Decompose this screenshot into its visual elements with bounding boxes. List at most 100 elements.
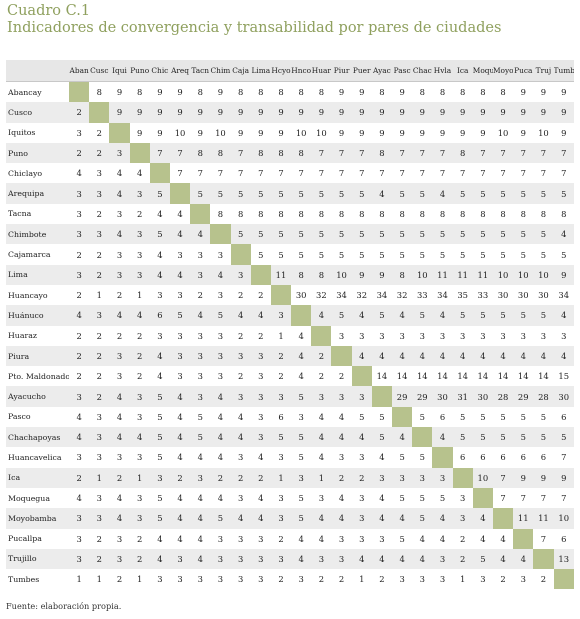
- table-cell: 2: [96, 249, 102, 260]
- table-cell: 4: [250, 508, 271, 529]
- table-row: Chachapoyas 4 3 4 4 5 4 5 4 4 3 5 5 4 4 4 5 4 4 5 5 5 5 5 5: [6, 427, 574, 448]
- table-cell: 8: [439, 208, 446, 219]
- table-row: Iquitos 3 2 9 9 10 9 10 9 9 9 10 10 9 9 9 9 9 9 9 9 10 9 10 9: [6, 122, 574, 143]
- table-cell: 10: [497, 127, 509, 138]
- column-header: Cusc: [89, 60, 110, 82]
- table-cell: 3: [258, 371, 264, 382]
- table-cell: 3: [157, 290, 163, 301]
- table-cell: 4: [472, 345, 493, 367]
- table-cell: 10: [553, 508, 574, 529]
- table-cell: 9: [190, 102, 211, 123]
- table-cell: 5: [210, 305, 231, 326]
- table-cell: 14: [376, 371, 388, 382]
- table-cell: 3: [210, 548, 231, 570]
- table-cell: 3: [520, 330, 526, 341]
- table-cell: 4: [392, 548, 413, 570]
- table-cell: 9: [311, 102, 332, 123]
- table-cell: 9: [278, 127, 284, 138]
- table-cell: 7: [561, 452, 567, 463]
- table-cell: 4: [291, 548, 312, 570]
- table-cell: 4: [116, 168, 123, 179]
- table-cell: 3: [129, 264, 150, 285]
- table-cell: 3: [359, 493, 365, 504]
- table-cell: 5: [412, 305, 433, 326]
- table-cell: 5: [291, 427, 312, 448]
- table-cell: 3: [137, 249, 143, 260]
- table-cell: 10: [538, 127, 549, 138]
- table-cell: 2: [331, 467, 352, 488]
- table-cell: 3: [520, 574, 526, 585]
- table-cell: 3: [258, 533, 264, 544]
- table-cell: 7: [217, 168, 224, 179]
- table-cell: 2: [237, 371, 244, 382]
- table-cell: 2: [137, 371, 143, 382]
- table-cell: 5: [439, 493, 446, 504]
- table-cell: 4: [76, 493, 82, 504]
- table-cell: 7: [533, 142, 554, 164]
- table-cell: 9: [553, 102, 574, 123]
- table-cell: 3: [237, 493, 244, 504]
- table-cell: 5: [392, 224, 413, 245]
- table-cell: 2: [250, 467, 271, 488]
- table-cell: 3: [439, 330, 446, 341]
- table-cell: 3: [129, 386, 150, 407]
- table-cell: 28: [492, 386, 514, 407]
- table-cell: 5: [540, 249, 547, 260]
- table-cell: 2: [116, 574, 123, 585]
- table-cell: 5: [371, 305, 393, 326]
- table-cell: 2: [318, 371, 325, 382]
- table-cell: 2: [197, 290, 203, 301]
- diagonal-cell: [311, 325, 332, 346]
- table-cell: 7: [419, 168, 425, 179]
- table-cell: 3: [137, 493, 143, 504]
- table-cell: 5: [472, 183, 493, 204]
- table-cell: 2: [89, 142, 110, 164]
- table-cell: 5: [439, 249, 446, 260]
- table-row: Arequipa 3 3 4 3 5 5 5 5 5 5 5 5 5 5 4 5 5 4 5 5 5 5 5 5: [6, 183, 574, 204]
- table-cell: 5: [149, 224, 170, 245]
- table-cell: 7: [331, 142, 352, 164]
- table-cell: 4: [129, 305, 150, 326]
- table-cell: 5: [291, 183, 312, 204]
- table-row: Chimbote 3 3 4 3 5 4 4 5 5 5 5 5 5 5 5 5 5 5 5 5 5 5 5 4: [6, 224, 574, 245]
- table-cell: 5: [500, 411, 506, 422]
- row-label: Huancavelica: [8, 452, 62, 462]
- table-cell: 3: [69, 183, 90, 204]
- table-cell: 9: [338, 87, 345, 98]
- column-header: Chic: [149, 60, 170, 82]
- table-cell: 5: [250, 183, 271, 204]
- table-cell: 3: [311, 386, 332, 407]
- diagonal-cell: [533, 548, 554, 570]
- diagonal-cell: [69, 81, 90, 103]
- table-cell: 5: [291, 386, 312, 407]
- table-cell: 3: [116, 533, 123, 544]
- table-cell: 5: [298, 452, 304, 463]
- table-cell: 4: [137, 168, 143, 179]
- table-cell: 7: [480, 168, 486, 179]
- diagonal-cell: [492, 508, 514, 529]
- row-label: Chiclayo: [8, 168, 43, 178]
- table-cell: 3: [116, 371, 123, 382]
- column-header: Areq: [169, 60, 191, 82]
- table-cell: 3: [338, 533, 345, 544]
- table-cell: 5: [190, 427, 211, 448]
- table-cell: 15: [558, 371, 570, 382]
- table-cell: 4: [109, 508, 130, 529]
- column-header: Ayac: [371, 60, 393, 82]
- table-cell: 4: [392, 427, 413, 448]
- table-cell: 5: [432, 224, 453, 245]
- table-cell: 5: [379, 249, 385, 260]
- table-cell: 5: [492, 427, 514, 448]
- column-header: Hnco: [291, 60, 312, 82]
- table-cell: 1: [76, 574, 82, 585]
- table-cell: 8: [137, 87, 143, 98]
- table-cell: 4: [298, 330, 304, 341]
- table-cell: 3: [116, 208, 123, 219]
- table-cell: 14: [457, 371, 469, 382]
- table-cell: 5: [472, 427, 493, 448]
- table-cell: 5: [513, 427, 534, 448]
- table-cell: 8: [500, 208, 506, 219]
- table-cell: 5: [291, 508, 312, 529]
- table-cell: 14: [497, 371, 509, 382]
- table-cell: 4: [412, 548, 433, 570]
